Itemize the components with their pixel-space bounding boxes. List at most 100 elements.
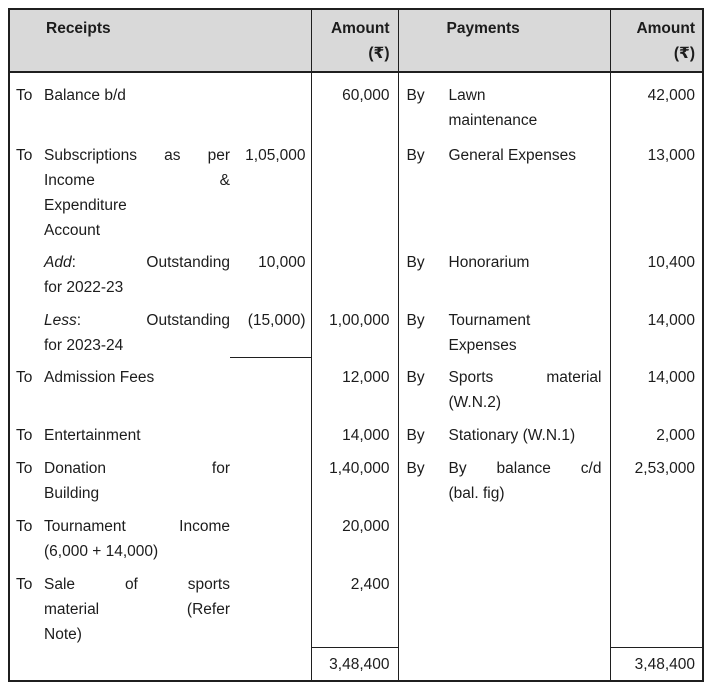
receipt-description: Add: Outstanding for 2022-23 xyxy=(44,250,230,300)
table-row: To Balance b/d 60,000 By Lawn maintenanc… xyxy=(9,72,703,133)
to-prefix: To xyxy=(16,460,33,477)
by-prefix: By xyxy=(406,460,425,477)
payment-description: Lawn maintenance xyxy=(449,83,602,133)
desc-line: (bal. fig) xyxy=(448,485,505,502)
by-prefix: By xyxy=(406,427,425,444)
to-prefix: To xyxy=(16,427,33,444)
to-prefix xyxy=(16,308,44,358)
inner-amount-underlined: (15,000) xyxy=(230,308,311,358)
payment-description: By balance c/d (bal. fig) xyxy=(449,456,602,506)
table-row: To Tournament Income (6,000 + 14,000) 20… xyxy=(9,506,703,564)
receipts-cell: To Subscriptions as per Income & Expendi… xyxy=(9,133,311,243)
receipt-description: Subscriptions as per Income & Expenditur… xyxy=(44,143,230,243)
desc-line: Less: Outstanding xyxy=(44,308,230,333)
payments-amount-cell: 14,000 xyxy=(609,300,703,358)
payment-description: General Expenses xyxy=(449,143,602,168)
payment-description: Tournament Expenses xyxy=(449,308,602,358)
by-prefix: By xyxy=(406,312,425,329)
receipts-cell: To Sale of sports material (Refer Note) xyxy=(9,564,311,647)
empty-cell xyxy=(9,647,311,681)
to-prefix: To xyxy=(16,576,33,593)
receipts-amount-cell: 12,000 xyxy=(310,358,398,415)
receipts-amount-cell: 1,40,000 xyxy=(310,448,398,506)
table-row: To Sale of sports material (Refer Note) … xyxy=(9,564,703,647)
header-row: Receipts Amount (₹) Payments Amount (₹) xyxy=(9,9,703,73)
receipt-description: Tournament Income (6,000 + 14,000) xyxy=(44,514,230,564)
receipts-amount-cell: 60,000 xyxy=(310,72,398,133)
payments-total-amount: 3,48,400 xyxy=(609,646,703,681)
receipts-payments-table: Receipts Amount (₹) Payments Amount (₹) … xyxy=(8,8,704,682)
desc-line: Account xyxy=(44,222,101,239)
payments-cell xyxy=(397,564,610,647)
table-row: To Entertainment 14,000 By Stationary (W… xyxy=(9,415,703,448)
add-label: Add xyxy=(44,254,72,271)
receipts-cell: To Balance b/d xyxy=(9,72,311,133)
by-prefix: By xyxy=(406,369,425,386)
payments-amount-cell: 42,000 xyxy=(609,72,703,133)
payments-amount-cell: 2,53,000 xyxy=(609,448,703,506)
desc-line: Expenses xyxy=(448,337,517,354)
amount-label: Amount xyxy=(636,20,695,37)
payments-amount-cell: 2,000 xyxy=(609,415,703,448)
desc-line: Tournament xyxy=(448,312,531,329)
payment-description: Sports material (W.N.2) xyxy=(449,365,602,415)
receipts-amount-cell: 2,400 xyxy=(310,564,398,647)
table-row: To Admission Fees 12,000 By Sports mater… xyxy=(9,358,703,415)
table-row: To Subscriptions as per Income & Expendi… xyxy=(9,133,703,243)
payments-cell: By Honorarium xyxy=(397,243,610,300)
receipt-description: Sale of sports material (Refer Note) xyxy=(44,572,230,647)
by-prefix: By xyxy=(406,254,425,271)
payments-cell xyxy=(397,506,610,564)
desc-line: General Expenses xyxy=(448,147,577,164)
desc-line: Balance b/d xyxy=(44,87,126,104)
desc-line: Sports material xyxy=(448,369,602,386)
payments-column-header: Payments xyxy=(397,9,610,73)
receipts-cell: To Entertainment xyxy=(9,415,311,448)
rupee-unit-label: (₹) xyxy=(368,45,390,62)
table-row: Add: Outstanding for 2022-23 10,000 By H… xyxy=(9,243,703,300)
desc-line: Admission Fees xyxy=(44,369,155,386)
amount-label: Amount xyxy=(330,20,390,37)
by-prefix: By xyxy=(406,87,425,104)
desc-line: Donation for xyxy=(44,460,230,477)
desc-line: for 2023-24 xyxy=(44,337,124,354)
receipts-amount-cell xyxy=(310,133,398,243)
receipts-cell: Less: Outstanding for 2023-24 (15,000) xyxy=(9,300,311,358)
by-prefix: By xyxy=(406,147,425,164)
receipt-description: Admission Fees xyxy=(44,365,230,390)
table-row: To Donation for Building 1,40,000 By By … xyxy=(9,448,703,506)
desc-line: Building xyxy=(44,485,100,502)
totals-row: 3,48,400 3,48,400 xyxy=(9,646,703,681)
payment-description: Stationary (W.N.1) xyxy=(449,423,602,448)
desc-line: for 2022-23 xyxy=(44,279,124,296)
receipts-amount-cell: 1,00,000 xyxy=(310,300,398,358)
payments-cell: By By balance c/d (bal. fig) xyxy=(397,448,610,506)
inner-amount xyxy=(230,572,311,647)
payments-cell: By General Expenses xyxy=(397,133,610,243)
desc-text: : Outstanding xyxy=(71,254,230,271)
inner-amount xyxy=(230,514,311,564)
desc-text: : Outstanding xyxy=(76,312,230,329)
rupee-unit-label: (₹) xyxy=(673,45,695,62)
inner-amount xyxy=(230,365,311,390)
receipts-cell: To Donation for Building xyxy=(9,448,311,506)
amount-right-column-header: Amount (₹) xyxy=(609,9,703,73)
receipt-description: Less: Outstanding for 2023-24 xyxy=(44,308,230,358)
desc-line: Entertainment xyxy=(44,427,141,444)
receipts-column-header: Receipts xyxy=(9,9,311,73)
less-label: Less xyxy=(44,312,77,329)
table-row: Less: Outstanding for 2023-24 (15,000) 1… xyxy=(9,300,703,358)
payment-description: Honorarium xyxy=(449,250,602,275)
desc-line: Add: Outstanding xyxy=(44,250,230,275)
desc-line: Lawn xyxy=(448,87,486,104)
receipt-description: Donation for Building xyxy=(44,456,230,506)
amount-left-column-header: Amount (₹) xyxy=(310,9,398,73)
to-prefix: To xyxy=(16,147,33,164)
receipt-description: Balance b/d xyxy=(44,83,230,108)
desc-line: maintenance xyxy=(448,112,538,129)
receipts-amount-cell xyxy=(310,243,398,300)
desc-line: By balance c/d xyxy=(448,460,602,477)
payments-amount-cell xyxy=(609,506,703,564)
desc-line: Honorarium xyxy=(448,254,530,271)
